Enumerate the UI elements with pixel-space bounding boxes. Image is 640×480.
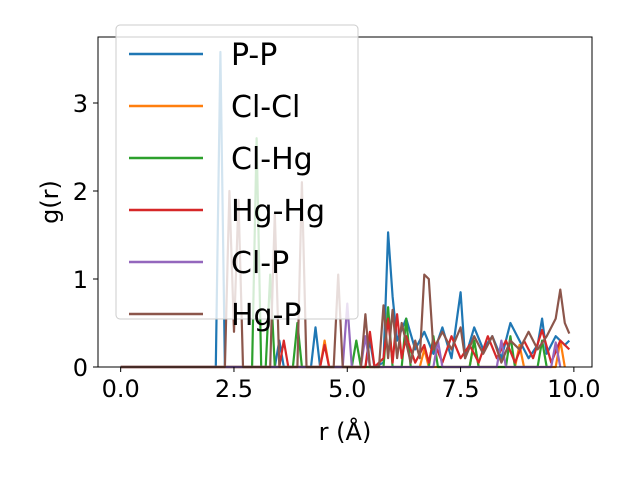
- y-tick-label: 3: [73, 90, 88, 118]
- y-axis-label: g(r): [36, 180, 64, 224]
- y-tick-label: 1: [73, 266, 88, 294]
- legend-label-cl-cl: Cl-Cl: [231, 90, 300, 125]
- legend-label-cl-p: Cl-P: [231, 246, 289, 281]
- x-tick-label: 0.0: [102, 375, 140, 403]
- x-axis-label: r (Å): [319, 417, 372, 446]
- x-tick-label: 5.0: [328, 375, 366, 403]
- legend-label-hg-hg: Hg-Hg: [231, 194, 325, 229]
- y-tick-label: 2: [73, 178, 88, 206]
- x-tick-label: 7.5: [441, 375, 479, 403]
- legend-items: P-P Cl-Cl Cl-Hg Hg-Hg Cl-P Hg-P: [129, 38, 325, 333]
- legend: P-P Cl-Cl Cl-Hg Hg-Hg Cl-P Hg-P: [115, 24, 359, 333]
- x-tick-label: 2.5: [215, 375, 253, 403]
- y-tick-label: 0: [73, 354, 88, 382]
- x-tick-label: 10.0: [547, 375, 600, 403]
- x-axis: 0.0 2.5 5.0 7.5 10.0: [102, 367, 601, 403]
- legend-label-hg-p: Hg-P: [231, 298, 302, 333]
- series-line-hg-hg: [120, 313, 571, 369]
- legend-label-p-p: P-P: [231, 38, 277, 73]
- legend-frame: [115, 24, 359, 320]
- legend-label-cl-hg: Cl-Hg: [231, 142, 313, 177]
- y-axis: 0 1 2 3: [73, 90, 98, 382]
